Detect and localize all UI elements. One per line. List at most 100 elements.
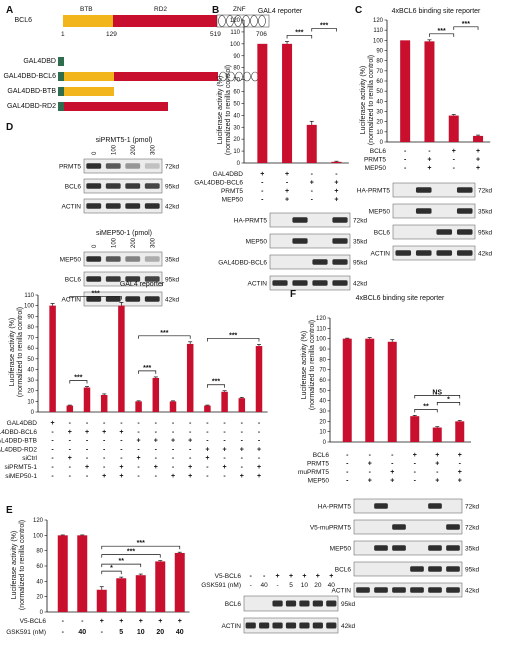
condition-mark: -	[172, 429, 175, 436]
y-tick-label: 120	[230, 18, 241, 24]
blot-band	[395, 250, 412, 256]
bar	[169, 401, 177, 412]
bar	[432, 427, 442, 442]
condition-mark: -	[369, 452, 372, 459]
condition-mark: +	[334, 197, 338, 204]
blot-band	[259, 622, 270, 629]
condition-mark: +	[171, 438, 175, 445]
condition-mark: -	[51, 446, 54, 453]
bar	[83, 387, 91, 412]
condition-mark: +	[154, 438, 158, 445]
condition-mark: +	[452, 148, 456, 155]
significance-label: **	[119, 558, 125, 565]
blot-band	[299, 600, 310, 607]
condition-mark: +	[334, 180, 338, 187]
blot-label: MEP50	[330, 546, 352, 553]
significance-label: ***	[462, 21, 470, 28]
y-tick-label: 80	[376, 59, 383, 65]
significance-bracket	[101, 554, 161, 558]
panel-e-blots: BCL6 95kd ACTIN 42kd V5-BCL6 GSK591 (nM) - - + + +…	[201, 573, 355, 634]
bar	[221, 391, 228, 412]
blot-size: 42kd	[165, 297, 179, 304]
condition-mark: -	[206, 464, 209, 471]
significance-label: NS	[432, 389, 442, 396]
condition-mark: +	[368, 461, 372, 468]
panel-d-title: GAL4 reporter	[120, 281, 165, 288]
condition-mark: +	[257, 464, 261, 471]
blot-strip	[269, 275, 351, 291]
condition-mark: -	[62, 618, 65, 625]
condition-mark: -	[223, 473, 226, 480]
blot-band	[144, 203, 160, 209]
condition-mark: +	[476, 157, 480, 164]
condition-mark: +	[171, 473, 175, 480]
condition-mark: +	[188, 473, 192, 480]
condition-mark: -	[206, 429, 209, 436]
blot-size: 72kd	[465, 504, 479, 511]
condition-mark: +	[102, 473, 106, 480]
blot-band	[326, 622, 337, 629]
condition-mark: -	[346, 461, 349, 468]
condition-mark: -	[414, 461, 417, 468]
bar	[387, 341, 397, 442]
blot-band	[125, 163, 141, 169]
condition-mark: +	[334, 188, 338, 195]
significance-bracket	[286, 35, 313, 39]
condition-mark: +	[223, 446, 227, 453]
si-mep50-label: siMEP50-1 (pmol)	[96, 230, 152, 237]
condition-mark: +	[240, 446, 244, 453]
dbd-bcl6-rd2	[114, 72, 218, 81]
blot-band	[312, 622, 323, 629]
condition-mark: -	[391, 461, 394, 468]
condition-row-label: V5-BCL6	[20, 618, 47, 625]
y-tick-label: 20	[319, 419, 326, 425]
condition-mark: -	[137, 464, 140, 471]
si-prmt5-label: siPRMT5-1 (pmol)	[96, 137, 153, 144]
panel-e-label: E	[6, 505, 13, 516]
panel-d: D siPRMT5-1 (pmol) 0 100 200 300 PRMT5 72kdB…	[0, 122, 268, 480]
condition-mark: -	[241, 438, 244, 445]
bar	[455, 421, 465, 442]
condition-mark: -	[223, 438, 226, 445]
condition-mark: +	[390, 469, 394, 476]
blot-band	[105, 203, 121, 209]
blot-size: 35kd	[465, 546, 479, 553]
panel-f-ylabel2: (normalized to renilla control)	[309, 320, 316, 410]
blot-size: 42kd	[353, 281, 367, 288]
bar	[424, 41, 435, 142]
blot-band	[428, 545, 442, 551]
condition-mark: -	[51, 455, 54, 462]
condition-mark: +	[85, 429, 89, 436]
condition-mark: -	[172, 455, 175, 462]
condition-mark: -	[346, 452, 349, 459]
condition-mark: +	[68, 429, 72, 436]
condition-mark: +	[427, 165, 431, 172]
blot-size: 95kd	[478, 230, 492, 237]
y-tick-label: 120	[33, 518, 44, 524]
condition-mark: +	[188, 464, 192, 471]
y-tick-label: 90	[376, 49, 383, 55]
condition-mark: +	[137, 455, 141, 462]
significance-label: ***	[295, 29, 303, 36]
blot-band	[374, 545, 388, 551]
dbd-only	[58, 57, 64, 66]
blot-strip	[392, 224, 476, 240]
condition-mark: -	[101, 629, 104, 636]
y-tick-label: 120	[316, 316, 327, 322]
condition-mark: +	[100, 618, 104, 625]
significance-label: ***	[320, 22, 328, 29]
blot-band	[415, 187, 432, 193]
blot-band	[415, 250, 432, 256]
condition-row-label: GAL4DBD-RD2	[0, 446, 37, 453]
blot-band	[299, 622, 310, 629]
condition-row-label: GAL4DBD	[7, 420, 38, 427]
blot-condition: +	[329, 573, 333, 580]
si-mep50-doses: 0 100 200 300	[92, 237, 157, 248]
blot-band	[428, 587, 442, 593]
blot-strip	[83, 251, 163, 267]
panel-f: F 4xBCL6 binding site reporter Luciferas…	[290, 289, 479, 598]
significance-bracket	[429, 33, 455, 37]
blot-band	[125, 183, 141, 189]
bar	[255, 346, 263, 412]
